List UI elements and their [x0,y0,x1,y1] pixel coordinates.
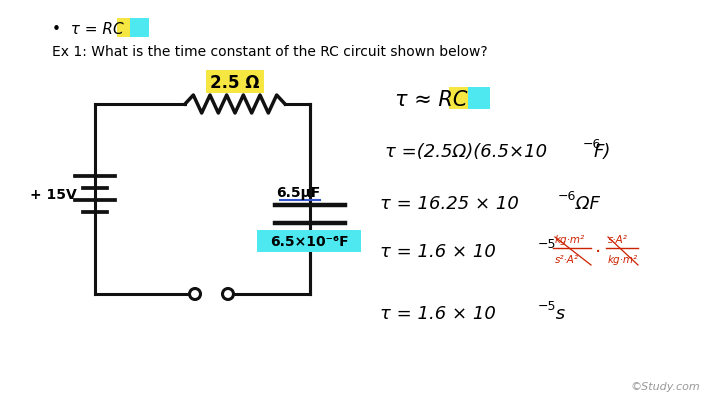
Text: 6.5μF: 6.5μF [276,186,320,200]
Circle shape [189,289,200,300]
Text: kg·m²: kg·m² [608,254,638,264]
FancyBboxPatch shape [449,88,470,110]
FancyBboxPatch shape [257,231,361,252]
Text: τ = 1.6 × 10: τ = 1.6 × 10 [380,304,496,322]
Text: −6: −6 [558,190,576,203]
Text: ©Study.com: ©Study.com [630,381,700,391]
FancyBboxPatch shape [117,19,149,38]
Text: s: s [550,304,565,322]
Text: −5: −5 [538,238,556,251]
Text: −5: −5 [538,300,556,313]
Text: s²·A²: s²·A² [555,254,579,264]
Text: −6: −6 [583,138,601,151]
FancyBboxPatch shape [468,88,490,110]
Text: s·A²: s·A² [608,235,628,244]
Text: kg·m²: kg·m² [555,235,585,244]
FancyBboxPatch shape [130,19,149,38]
Text: τ ≈ RC: τ ≈ RC [395,90,468,110]
Circle shape [222,289,234,300]
Text: 6.5×10⁻⁶F: 6.5×10⁻⁶F [270,235,348,248]
Text: τ = 16.25 × 10: τ = 16.25 × 10 [380,194,519,213]
Text: ΩF: ΩF [570,194,600,213]
FancyBboxPatch shape [206,71,264,94]
Text: + 15V: + 15V [29,188,77,201]
Text: F): F) [594,143,611,160]
Text: τ =(2.5Ω)(6.5×10: τ =(2.5Ω)(6.5×10 [385,143,547,160]
Text: τ = 1.6 × 10: τ = 1.6 × 10 [380,242,496,260]
Text: •  τ = RC: • τ = RC [52,21,124,36]
Text: Ex 1: What is the time constant of the RC circuit shown below?: Ex 1: What is the time constant of the R… [52,45,488,59]
Text: 2.5 Ω: 2.5 Ω [210,74,260,92]
Text: ·: · [595,242,601,261]
